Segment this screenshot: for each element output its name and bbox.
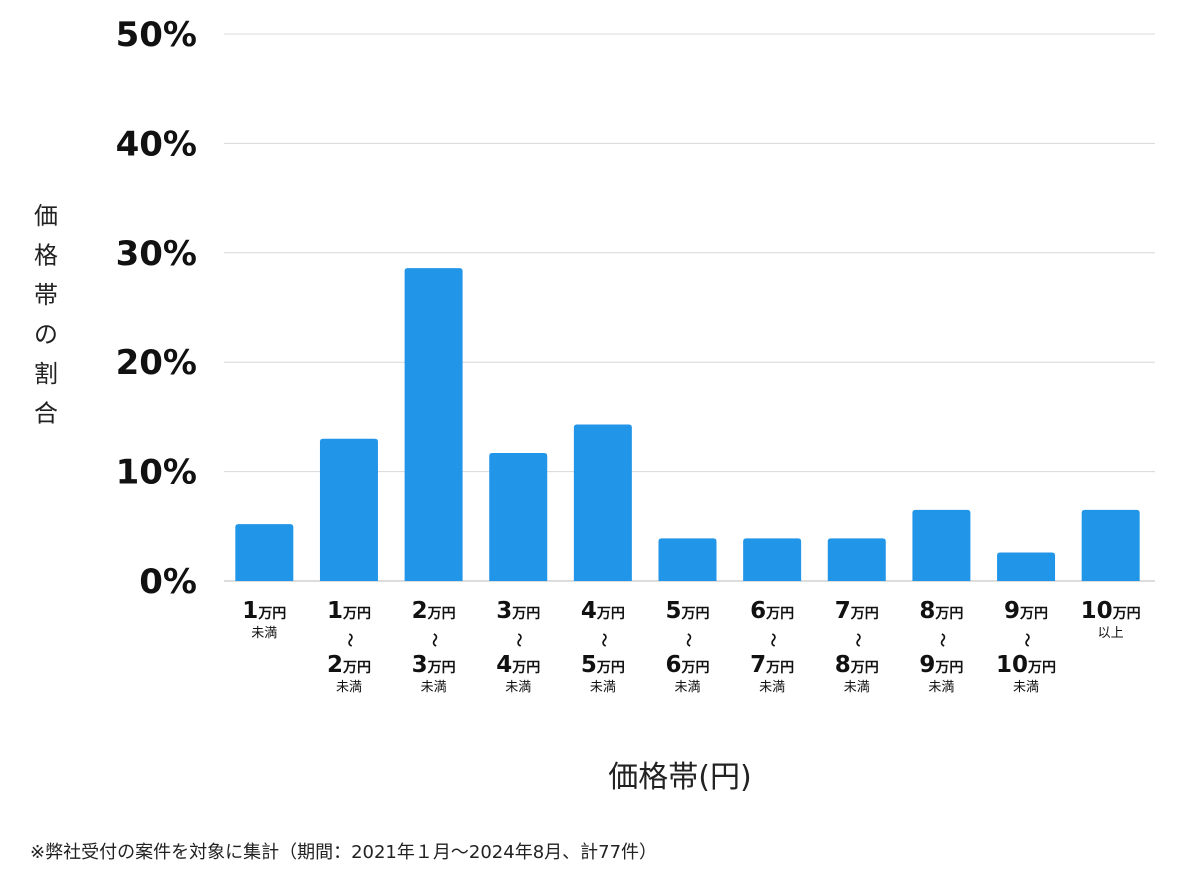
x-tick-range-mark: 〜 <box>595 633 611 647</box>
bars <box>235 268 1140 581</box>
x-tick-amount: 10万円 <box>996 652 1056 678</box>
x-tick-suffix: 未満 <box>759 680 785 695</box>
x-tick-range-mark: 〜 <box>849 633 865 647</box>
bar <box>997 552 1056 581</box>
bar <box>489 453 548 581</box>
x-tick-amount: 6万円 <box>750 598 794 624</box>
x-tick-amount: 7万円 <box>835 598 879 624</box>
x-tick-suffix: 未満 <box>928 680 954 695</box>
bar <box>912 509 971 581</box>
x-tick-range-mark: 〜 <box>764 633 780 647</box>
x-tick-suffix: 未満 <box>1013 680 1039 695</box>
x-tick-amount: 9万円 <box>1004 598 1048 624</box>
x-tick-amount: 4万円 <box>581 598 625 624</box>
y-axis-label-char: 格 <box>34 242 58 270</box>
y-axis-ticks: 0% 10% 20% 30% 40% 50% <box>116 15 197 602</box>
x-tick-suffix: 未満 <box>590 680 616 695</box>
bar <box>827 538 886 581</box>
x-tick-suffix: 未満 <box>421 680 447 695</box>
x-axis-title: 価格帯(円) <box>608 760 751 795</box>
x-tick-amount: 6万円 <box>665 652 709 678</box>
x-tick-amount: 2万円 <box>327 652 371 678</box>
bar <box>743 538 802 581</box>
x-tick-suffix: 未満 <box>505 680 531 695</box>
x-tick-amount: 4万円 <box>496 652 540 678</box>
x-tick-range-mark: 〜 <box>1018 633 1034 647</box>
x-tick-suffix: 未満 <box>674 680 700 695</box>
x-tick-amount: 2万円 <box>412 598 456 624</box>
footnote: ※弊社受付の案件を対象に集計（期間：2021年１月〜2024年8月、計77件） <box>30 842 657 863</box>
x-tick-amount: 5万円 <box>665 598 709 624</box>
bar <box>573 424 632 581</box>
y-tick-label: 0% <box>139 562 197 602</box>
y-axis-label-char: 価 <box>34 202 58 230</box>
x-tick-amount: 3万円 <box>412 652 456 678</box>
x-axis-ticks: 1万円未満1万円〜2万円未満2万円〜3万円未満3万円〜4万円未満4万円〜5万円未… <box>242 598 1140 695</box>
x-tick-amount: 8万円 <box>919 598 963 624</box>
bar <box>235 524 294 581</box>
y-axis-label-char: 合 <box>34 400 58 428</box>
x-tick-suffix: 未満 <box>336 680 362 695</box>
y-axis-label-char: の <box>34 321 58 349</box>
x-tick-amount: 7万円 <box>750 652 794 678</box>
y-axis-label-char: 割 <box>34 360 58 388</box>
y-tick-label: 20% <box>116 343 197 383</box>
bar <box>404 268 463 581</box>
y-axis-label-char: 帯 <box>34 281 58 309</box>
y-tick-label: 30% <box>116 234 197 274</box>
x-tick-amount: 10万円 <box>1081 598 1141 624</box>
x-tick-range-mark: 〜 <box>426 633 442 647</box>
x-tick-amount: 3万円 <box>496 598 540 624</box>
x-tick-amount: 8万円 <box>835 652 879 678</box>
x-tick-amount: 5万円 <box>581 652 625 678</box>
x-tick-range-mark: 〜 <box>933 633 949 647</box>
y-tick-label: 40% <box>116 124 197 164</box>
bar <box>319 438 378 581</box>
x-tick-suffix: 未満 <box>844 680 870 695</box>
x-tick-suffix: 未満 <box>251 626 277 641</box>
bar <box>1081 509 1140 581</box>
x-tick-range-mark: 〜 <box>680 633 696 647</box>
x-tick-range-mark: 〜 <box>510 633 526 647</box>
x-tick-amount: 1万円 <box>327 598 371 624</box>
x-tick-amount: 9万円 <box>919 652 963 678</box>
y-tick-label: 50% <box>116 15 197 55</box>
x-tick-amount: 1万円 <box>242 598 286 624</box>
bar <box>658 538 717 581</box>
x-tick-suffix: 以上 <box>1098 626 1124 641</box>
y-tick-label: 10% <box>116 453 197 493</box>
x-tick-range-mark: 〜 <box>341 633 357 647</box>
